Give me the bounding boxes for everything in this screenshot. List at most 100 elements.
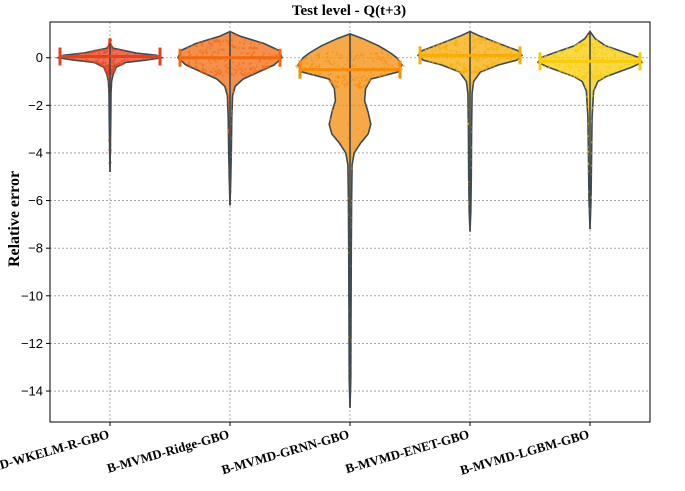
data-point — [402, 64, 405, 67]
data-point — [365, 79, 368, 82]
data-point — [205, 69, 208, 72]
data-point — [120, 60, 123, 63]
data-point — [463, 47, 466, 50]
data-point — [591, 94, 594, 97]
x-tick-label: B-MVMD-ENET-GBO — [344, 426, 471, 476]
data-point — [109, 38, 112, 41]
data-point — [247, 71, 250, 74]
data-point — [381, 52, 384, 55]
data-point — [458, 71, 461, 74]
data-point — [209, 47, 212, 50]
data-point — [363, 70, 367, 73]
data-point — [446, 40, 449, 43]
data-point — [470, 146, 473, 149]
data-point — [381, 62, 384, 65]
data-point — [339, 56, 342, 59]
data-point — [82, 59, 86, 62]
data-point — [475, 66, 478, 69]
data-point — [463, 41, 466, 44]
data-point — [384, 73, 387, 76]
data-point — [337, 65, 340, 68]
data-point — [265, 67, 268, 70]
data-point — [431, 49, 434, 52]
data-point — [201, 68, 205, 71]
data-point — [330, 81, 334, 84]
data-point — [380, 48, 384, 51]
data-point — [255, 47, 259, 50]
data-point — [396, 58, 400, 61]
data-point — [104, 61, 107, 64]
data-point — [382, 56, 385, 59]
data-point — [305, 57, 308, 61]
data-point — [344, 74, 347, 78]
data-point — [443, 45, 446, 48]
data-point — [117, 62, 120, 65]
data-point — [317, 52, 321, 55]
data-point — [489, 43, 493, 46]
data-point — [236, 69, 239, 72]
data-point — [456, 69, 459, 72]
data-point — [351, 78, 354, 81]
data-point — [362, 130, 365, 133]
data-point — [340, 53, 343, 57]
data-point — [595, 68, 599, 71]
data-point — [334, 79, 337, 82]
data-point — [253, 46, 256, 49]
x-tick-label: B-MVMD-LGBM-GBO — [458, 426, 591, 477]
data-point — [591, 74, 595, 77]
data-point — [579, 44, 583, 47]
data-point — [379, 56, 382, 59]
data-point — [354, 54, 357, 58]
data-point — [358, 38, 362, 42]
data-point — [269, 59, 272, 62]
data-point — [242, 74, 245, 77]
data-point — [480, 58, 483, 62]
data-point — [484, 42, 487, 46]
data-point — [98, 62, 101, 65]
data-point — [113, 66, 116, 69]
data-point — [438, 45, 441, 48]
data-point — [107, 72, 110, 75]
data-point — [477, 41, 480, 44]
data-point — [126, 59, 129, 62]
data-point — [454, 44, 457, 47]
data-point — [592, 88, 595, 91]
data-point — [556, 54, 559, 57]
data-point — [369, 71, 373, 74]
data-point — [459, 56, 463, 59]
chart-title: Test level - Q(t+3) — [292, 3, 406, 19]
data-point — [455, 51, 458, 54]
data-point — [543, 58, 547, 61]
data-point — [211, 71, 214, 74]
data-point — [261, 66, 264, 69]
data-point — [105, 70, 109, 73]
data-point — [243, 47, 246, 50]
y-tick-label: −2 — [28, 98, 43, 113]
data-point — [473, 71, 476, 74]
data-point — [595, 71, 598, 74]
data-point — [113, 60, 116, 63]
data-point — [354, 64, 357, 67]
data-point — [244, 39, 247, 42]
data-point — [234, 72, 238, 75]
data-point — [462, 70, 465, 73]
data-point — [195, 60, 198, 63]
data-point — [459, 42, 462, 45]
data-point — [450, 42, 453, 45]
data-point — [598, 77, 601, 81]
data-point — [563, 67, 566, 71]
y-tick-labels: 0 −2 −4 −6 −8 −10 −12 −14 — [21, 50, 50, 399]
data-point — [543, 65, 546, 68]
data-point — [561, 69, 564, 72]
data-point — [478, 60, 481, 63]
data-point — [306, 61, 309, 64]
data-point — [347, 70, 350, 73]
data-point — [558, 63, 561, 66]
data-point — [496, 60, 500, 63]
data-point — [96, 50, 99, 53]
data-point — [199, 70, 202, 73]
data-point — [352, 58, 355, 61]
data-point — [363, 74, 366, 78]
data-point — [351, 64, 354, 67]
data-point — [252, 47, 255, 51]
